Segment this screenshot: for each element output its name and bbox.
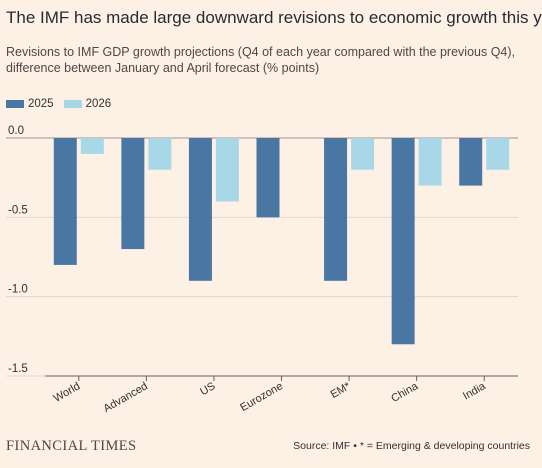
bar-2025-advanced [121, 138, 145, 250]
x-tick-label: Eurozone [238, 380, 285, 414]
bar-2025-china [391, 138, 415, 345]
legend-label-2025: 2025 [28, 98, 54, 110]
legend-item-2026: 2026 [63, 98, 112, 110]
y-tick-label: -1.0 [8, 284, 28, 296]
bar-chart: 0.0 -0.5 -1.0 -1.5 World Advanced US Eurozone EM… [6, 125, 518, 415]
bar-2026-us [215, 138, 239, 202]
source-note: Source: IMF • * = Emerging & developing … [293, 440, 530, 452]
bar-2026-advanced [148, 138, 172, 170]
y-tick-label: -0.5 [8, 204, 28, 216]
bar-2025-em [324, 138, 348, 281]
bar-2025-eurozone [256, 138, 280, 218]
bar-2025-us [188, 138, 212, 281]
x-tick-label: US [198, 380, 217, 398]
x-tick-label: World [52, 380, 83, 405]
chart-subtitle: Revisions to IMF GDP growth projections … [6, 45, 516, 75]
bar-2026-india [486, 138, 510, 170]
legend-swatch-2025 [6, 100, 24, 108]
legend-label-2026: 2026 [85, 98, 112, 110]
bar-2026-china [418, 138, 442, 186]
ft-brand: FINANCIAL TIMES [6, 438, 137, 454]
bar-2025-world [53, 138, 77, 265]
bar-2026-world [80, 138, 104, 154]
x-tick-label: Advanced [101, 380, 149, 415]
legend: 2025 2026 [6, 98, 121, 110]
legend-swatch-2026 [63, 100, 82, 108]
x-tick-label: EM* [329, 380, 354, 401]
y-tick-label: -1.5 [8, 363, 28, 375]
bar-2025-india [459, 138, 483, 186]
legend-item-2025: 2025 [6, 98, 54, 110]
y-tick-label: 0.0 [8, 125, 24, 137]
x-tick-label: India [461, 380, 488, 403]
chart-title: The IMF has made large downward revision… [6, 8, 542, 27]
bar-2026-em [351, 138, 375, 170]
x-tick-label: China [389, 380, 421, 405]
